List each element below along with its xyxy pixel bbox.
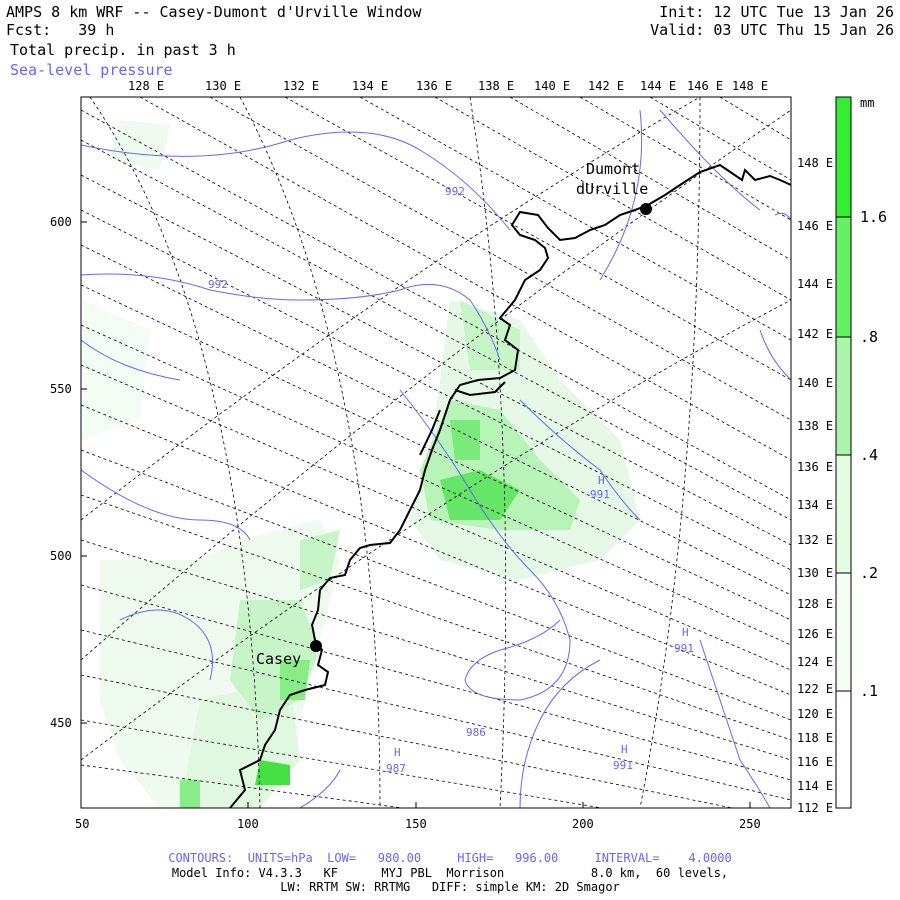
top-lon-label: 148 E (732, 79, 768, 93)
colorbar-segment (836, 217, 851, 337)
left-tick-label: 500 (50, 549, 72, 563)
dumont-durville-station-marker (640, 203, 652, 215)
right-lon-label: 138 E (797, 419, 833, 433)
right-lon-label: 148 E (797, 156, 833, 170)
contour-label: 991 (674, 642, 694, 655)
contour-label: 992 (208, 278, 228, 291)
bottom-axis: 50 100 150 200 250 (75, 802, 761, 831)
contour-label: 991 (590, 488, 610, 501)
init-time: Init: 12 UTC Tue 13 Jan 26 (659, 3, 894, 21)
colorbar-label: .8 (860, 328, 878, 346)
colorbar-label: .2 (860, 564, 878, 582)
casey-label: Casey (256, 650, 301, 668)
casey-station-marker (310, 640, 322, 652)
contour-label: 991 (613, 759, 633, 772)
contour-high-marker: H (394, 746, 401, 759)
bottom-tick-label: 250 (739, 817, 761, 831)
colorbar-unit: mm (860, 96, 874, 110)
contour-high-marker: H (621, 743, 628, 756)
right-lon-label: 134 E (797, 498, 833, 512)
top-lon-labels: 128 E 130 E 132 E 134 E 136 E 138 E 140 … (128, 79, 768, 93)
right-lon-label: 126 E (797, 627, 833, 641)
contour-high-marker: H (598, 474, 605, 487)
right-lon-label: 122 E (797, 682, 833, 696)
top-lon-label: 136 E (416, 79, 452, 93)
right-lon-label: 144 E (797, 277, 833, 291)
bottom-tick-label: 100 (237, 817, 259, 831)
colorbar-segment (836, 97, 851, 217)
contour-label: 987 (386, 762, 406, 775)
colorbar-segment (836, 455, 851, 573)
right-lon-label: 124 E (797, 655, 833, 669)
top-lon-label: 138 E (478, 79, 514, 93)
overlay-name: Sea-level pressure (10, 61, 173, 79)
right-lon-labels: 148 E 146 E 144 E 142 E 140 E 138 E 136 … (797, 156, 833, 815)
colorbar-label: 1.6 (860, 208, 887, 226)
left-axis: 600 550 500 450 (50, 215, 87, 730)
graticule (81, 97, 791, 808)
right-lon-label: 132 E (797, 533, 833, 547)
left-tick-label: 550 (50, 382, 72, 396)
colorbar-segment (836, 573, 851, 691)
left-tick-label: 450 (50, 716, 72, 730)
top-lon-label: 132 E (283, 79, 319, 93)
right-lon-label: 114 E (797, 779, 833, 793)
bottom-tick-label: 200 (572, 817, 594, 831)
plot-frame (80, 96, 792, 809)
colorbar-label: .4 (860, 446, 878, 464)
top-lon-label: 130 E (205, 79, 241, 93)
valid-time: Valid: 03 UTC Thu 15 Jan 26 (650, 21, 894, 39)
right-lon-label: 116 E (797, 755, 833, 769)
forecast-hour: Fcst: 39 h (6, 21, 115, 39)
precip-shading (82, 120, 640, 808)
top-lon-label: 142 E (588, 79, 624, 93)
right-lon-label: 130 E (797, 566, 833, 580)
right-lon-label: 140 E (797, 376, 833, 390)
dumont-label-2: dUrville (576, 180, 648, 198)
physics-info: LW: RRTM SW: RRTMG DIFF: simple KM: 2D S… (280, 880, 620, 894)
right-lon-label: 146 E (797, 219, 833, 233)
bottom-tick-label: 150 (405, 817, 427, 831)
right-lon-label: 120 E (797, 707, 833, 721)
right-lon-label: 112 E (797, 801, 833, 815)
colorbar-segment (836, 337, 851, 455)
model-info: Model Info: V4.3.3 KF MYJ PBL Morrison 8… (171, 866, 729, 880)
colorbar-label: .1 (860, 682, 878, 700)
right-lon-label: 118 E (797, 731, 833, 745)
left-tick-label: 600 (50, 215, 72, 229)
right-lon-label: 128 E (797, 597, 833, 611)
coastline (229, 163, 791, 808)
contour-high-marker: H (682, 626, 689, 639)
contour-info: CONTOURS: UNITS=hPa LOW= 980.00 HIGH= 99… (168, 851, 732, 865)
right-lon-label: 136 E (797, 460, 833, 474)
map-title: AMPS 8 km WRF -- Casey-Dumont d'Urville … (6, 3, 422, 21)
bottom-tick-label: 50 (75, 817, 89, 831)
dumont-label-1: Dumont (586, 160, 640, 178)
slp-contours (81, 109, 791, 808)
colorbar: mm 1.6 .8 .4 .2 .1 (835, 96, 887, 809)
top-lon-label: 146 E (687, 79, 723, 93)
top-lon-label: 140 E (534, 79, 570, 93)
contour-label: 986 (466, 726, 486, 739)
field-name: Total precip. in past 3 h (10, 41, 236, 59)
colorbar-segment (836, 691, 851, 808)
contour-labels: 992 992 H 991 H 991 986 H 987 H 991 (208, 185, 694, 775)
top-lon-label: 128 E (128, 79, 164, 93)
right-lon-label: 142 E (797, 327, 833, 341)
top-lon-label: 134 E (352, 79, 388, 93)
contour-label: 992 (445, 185, 465, 198)
top-lon-label: 144 E (640, 79, 676, 93)
